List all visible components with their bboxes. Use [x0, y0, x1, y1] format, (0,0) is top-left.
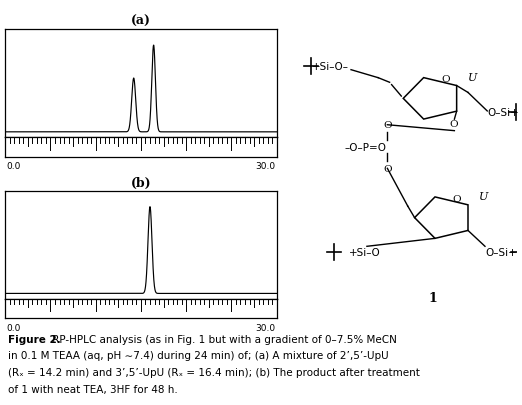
- Text: (a): (a): [131, 15, 151, 28]
- Text: of 1 with neat TEA, 3HF for 48 h.: of 1 with neat TEA, 3HF for 48 h.: [8, 384, 177, 394]
- Text: O–Si+: O–Si+: [485, 247, 517, 258]
- Text: Figure 2.: Figure 2.: [8, 334, 61, 344]
- Text: 30.0: 30.0: [255, 162, 275, 171]
- Text: +Si–O–: +Si–O–: [312, 62, 349, 72]
- Text: 0.0: 0.0: [7, 162, 21, 171]
- Text: O: O: [441, 75, 449, 84]
- Text: in 0.1 M TEAA (aq, pH ∼7.4) during 24 min) of; (a) A mixture of 2’,5’-UpU: in 0.1 M TEAA (aq, pH ∼7.4) during 24 mi…: [8, 351, 388, 360]
- Text: O: O: [383, 121, 392, 130]
- Text: –O–P=O: –O–P=O: [344, 142, 386, 152]
- Text: (b): (b): [130, 177, 151, 190]
- Text: (Rₓ = 14.2 min) and 3’,5’-UpU (Rₓ = 16.4 min); (b) The product after treatment: (Rₓ = 14.2 min) and 3’,5’-UpU (Rₓ = 16.4…: [8, 367, 420, 377]
- Text: O: O: [452, 194, 461, 203]
- Text: O: O: [449, 120, 458, 129]
- Text: U: U: [468, 72, 477, 82]
- Text: 1: 1: [429, 292, 437, 305]
- Text: O–Si+: O–Si+: [487, 108, 519, 118]
- Text: +Si–O: +Si–O: [349, 247, 381, 258]
- Text: O: O: [383, 164, 392, 173]
- Text: 0.0: 0.0: [7, 323, 21, 332]
- Text: RP-HPLC analysis (as in Fig. 1 but with a gradient of 0–7.5% MeCN: RP-HPLC analysis (as in Fig. 1 but with …: [49, 334, 397, 344]
- Text: U: U: [479, 192, 489, 201]
- Text: 30.0: 30.0: [255, 323, 275, 332]
